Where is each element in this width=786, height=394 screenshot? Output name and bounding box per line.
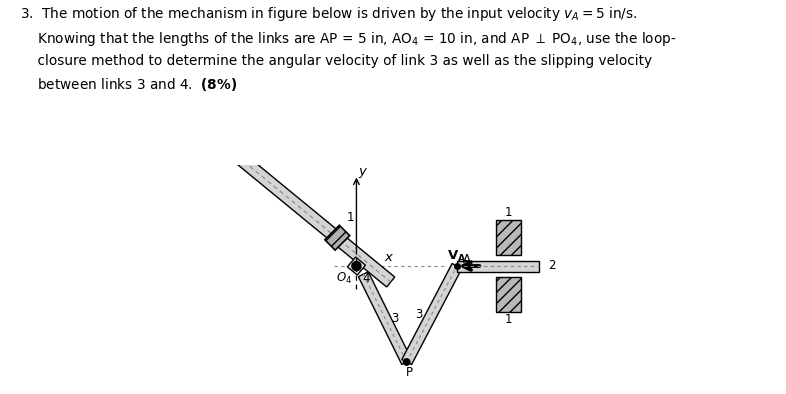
Bar bbox=[496, 220, 521, 255]
Bar bbox=[496, 277, 521, 312]
Polygon shape bbox=[457, 260, 539, 271]
Text: 4: 4 bbox=[363, 272, 370, 285]
Polygon shape bbox=[358, 272, 412, 364]
Polygon shape bbox=[325, 225, 350, 250]
Text: 3.  The motion of the mechanism in figure below is driven by the input velocity : 3. The motion of the mechanism in figure… bbox=[20, 5, 676, 93]
Circle shape bbox=[352, 262, 361, 271]
Text: P: P bbox=[406, 366, 413, 379]
Text: x: x bbox=[384, 251, 392, 264]
Text: 1: 1 bbox=[347, 211, 354, 224]
Polygon shape bbox=[347, 257, 365, 275]
Text: A: A bbox=[463, 253, 471, 266]
Text: 3: 3 bbox=[391, 312, 399, 325]
Polygon shape bbox=[402, 264, 462, 364]
Text: 3: 3 bbox=[415, 308, 423, 320]
Circle shape bbox=[403, 359, 410, 365]
Text: 1: 1 bbox=[505, 314, 512, 327]
Text: y: y bbox=[358, 165, 366, 178]
Polygon shape bbox=[233, 151, 395, 287]
Text: $O_4$: $O_4$ bbox=[336, 271, 352, 286]
Text: 1: 1 bbox=[505, 206, 512, 219]
Text: $\mathbf{V_A}$: $\mathbf{V_A}$ bbox=[447, 249, 467, 264]
Text: 2: 2 bbox=[549, 258, 556, 271]
